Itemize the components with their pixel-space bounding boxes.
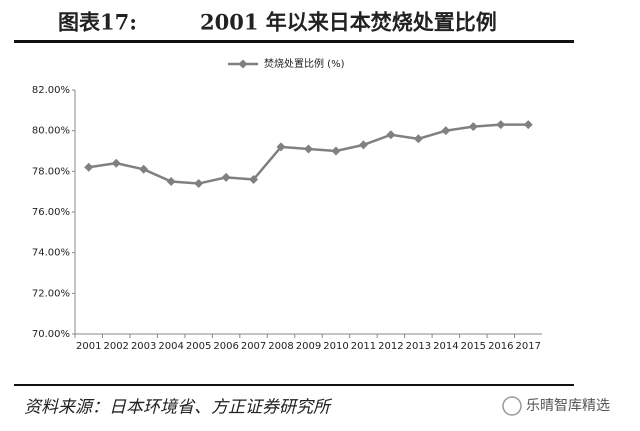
legend-marker: [238, 59, 248, 69]
watermark-icon: [502, 396, 522, 416]
marker: [194, 179, 204, 189]
x-tick-label: 2004: [158, 341, 183, 352]
marker: [304, 144, 313, 154]
y-tick-label: 76.00%: [32, 207, 70, 218]
marker: [276, 142, 286, 152]
x-tick-label: 2007: [241, 341, 266, 352]
x-tick-label: 2015: [461, 341, 486, 352]
marker: [166, 177, 176, 186]
x-tick-label: 2008: [268, 341, 293, 352]
x-tick-label: 2014: [433, 341, 458, 352]
x-tick-label: 2003: [131, 341, 156, 352]
marker: [221, 172, 231, 182]
legend-label: 焚烧处置比例 (%): [264, 57, 345, 70]
x-tick-label: 2016: [488, 341, 513, 352]
marker: [413, 134, 423, 144]
x-tick-label: 2013: [406, 341, 431, 352]
marker: [468, 122, 478, 132]
source-rule: [14, 384, 574, 386]
y-tick-label: 78.00%: [32, 166, 70, 177]
x-tick-label: 2006: [213, 341, 238, 352]
marker: [111, 158, 121, 168]
x-tick-label: 2001: [76, 341, 101, 352]
y-tick-label: 74.00%: [32, 248, 70, 259]
x-tick-label: 2002: [103, 341, 128, 352]
figure-label: 图表17:: [58, 10, 137, 35]
x-tick-label: 2017: [516, 341, 541, 352]
marker: [523, 120, 533, 130]
x-tick-label: 2009: [296, 341, 321, 352]
x-tick-label: 2012: [378, 341, 403, 352]
marker: [331, 146, 341, 156]
marker: [139, 164, 149, 174]
marker: [441, 126, 451, 136]
marker: [386, 130, 396, 140]
y-tick-label: 80.00%: [32, 126, 70, 137]
y-tick-label: 72.00%: [32, 288, 70, 299]
marker: [358, 140, 368, 150]
marker: [249, 174, 259, 184]
y-tick-label: 82.00%: [32, 85, 70, 96]
y-tick-label: 70.00%: [32, 329, 70, 340]
x-tick-label: 2011: [351, 341, 376, 352]
line: [88, 123, 529, 185]
x-tick-label: 2005: [186, 341, 211, 352]
chart-title: 2001 年以来日本焚烧处置比例: [200, 10, 497, 35]
title-rule: [14, 40, 574, 43]
x-tick-label: 2010: [323, 341, 348, 352]
marker: [84, 162, 94, 172]
watermark: 乐晴智库精选: [526, 398, 610, 414]
marker: [496, 120, 506, 130]
source: 资料来源：日本环境省、方正证券研究所: [24, 398, 333, 418]
